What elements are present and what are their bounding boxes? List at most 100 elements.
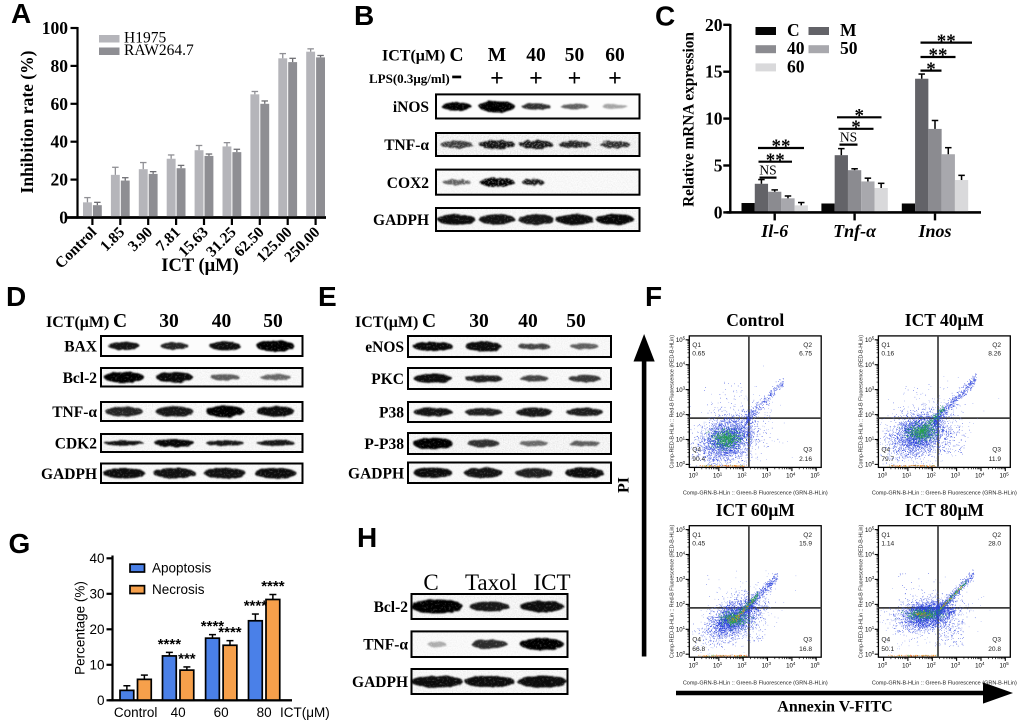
svg-text:100: 100 xyxy=(878,471,888,479)
svg-text:104: 104 xyxy=(975,661,985,669)
svg-text:H1975: H1975 xyxy=(124,30,166,47)
svg-text:102: 102 xyxy=(737,661,747,669)
svg-text:105: 105 xyxy=(676,336,686,344)
svg-text:Q4: Q4 xyxy=(692,636,701,643)
svg-text:103: 103 xyxy=(676,575,686,583)
svg-text:101: 101 xyxy=(902,471,912,479)
svg-text:101: 101 xyxy=(902,661,912,669)
svg-text:60: 60 xyxy=(51,94,69,114)
svg-text:Comp-GRN-B-HLin :: Green-B Flu: Comp-GRN-B-HLin :: Green-B Fluorescence … xyxy=(872,681,1017,687)
svg-text:103: 103 xyxy=(762,471,772,479)
svg-text:50: 50 xyxy=(566,311,586,332)
svg-text:105: 105 xyxy=(999,471,1009,479)
svg-text:Q2: Q2 xyxy=(803,532,812,539)
svg-text:F: F xyxy=(645,281,662,312)
svg-text:Comp-RED-B-HLin :: Red-B Fluor: Comp-RED-B-HLin :: Red-B Fluorescence (R… xyxy=(669,525,675,659)
svg-text:M: M xyxy=(488,45,506,66)
svg-text:Q4: Q4 xyxy=(881,636,890,643)
svg-text:0: 0 xyxy=(97,693,105,708)
svg-text:101: 101 xyxy=(676,435,686,443)
svg-text:Q3: Q3 xyxy=(992,636,1001,643)
svg-text:102: 102 xyxy=(926,661,936,669)
svg-text:105: 105 xyxy=(865,525,875,533)
svg-text:20: 20 xyxy=(705,15,723,35)
svg-text:C: C xyxy=(787,20,800,40)
svg-text:Q1: Q1 xyxy=(881,532,890,539)
svg-text:40: 40 xyxy=(171,705,186,720)
svg-text:102: 102 xyxy=(865,410,875,418)
svg-text:Tnf-α: Tnf-α xyxy=(833,221,877,241)
svg-text:104: 104 xyxy=(975,471,985,479)
svg-text:Q2: Q2 xyxy=(992,532,1001,539)
svg-text:66.8: 66.8 xyxy=(692,646,705,653)
svg-text:102: 102 xyxy=(737,471,747,479)
svg-text:50: 50 xyxy=(263,311,283,332)
svg-text:28.0: 28.0 xyxy=(988,541,1001,548)
svg-text:Bcl-2: Bcl-2 xyxy=(63,370,98,387)
svg-text:Q3: Q3 xyxy=(803,636,812,643)
svg-text:P38: P38 xyxy=(379,405,404,422)
svg-text:0: 0 xyxy=(714,202,723,222)
svg-text:Apoptosis: Apoptosis xyxy=(152,561,212,576)
svg-text:101: 101 xyxy=(865,435,875,443)
svg-text:10: 10 xyxy=(89,658,104,673)
svg-text:105: 105 xyxy=(676,525,686,533)
svg-text:NS: NS xyxy=(840,130,857,145)
svg-text:104: 104 xyxy=(786,661,796,669)
svg-text:100: 100 xyxy=(865,460,875,468)
svg-text:+: + xyxy=(568,66,582,92)
svg-text:Inos: Inos xyxy=(917,221,951,241)
svg-text:102: 102 xyxy=(676,410,686,418)
svg-text:Comp-GRN-B-HLin :: Green-B Flu: Comp-GRN-B-HLin :: Green-B Fluorescence … xyxy=(872,491,1017,497)
svg-text:0.45: 0.45 xyxy=(692,541,705,548)
svg-text:Control: Control xyxy=(726,310,784,330)
svg-text:0.65: 0.65 xyxy=(692,351,705,358)
svg-text:TNF-α: TNF-α xyxy=(52,404,97,421)
svg-text:101: 101 xyxy=(713,471,723,479)
svg-text:C: C xyxy=(423,570,438,595)
svg-text:2.16: 2.16 xyxy=(799,456,812,463)
svg-text:105: 105 xyxy=(999,661,1009,669)
svg-text:Annexin V-FITC: Annexin V-FITC xyxy=(777,699,892,716)
svg-text:Q1: Q1 xyxy=(881,342,890,349)
svg-text:50.1: 50.1 xyxy=(881,646,894,653)
svg-text:0.16: 0.16 xyxy=(881,351,894,358)
svg-text:Q3: Q3 xyxy=(992,447,1001,454)
svg-text:+: + xyxy=(608,66,622,92)
svg-text:105: 105 xyxy=(810,661,820,669)
svg-text:103: 103 xyxy=(762,661,772,669)
svg-text:ICT (μM): ICT (μM) xyxy=(161,256,238,276)
svg-text:PKC: PKC xyxy=(371,371,404,388)
svg-text:100: 100 xyxy=(689,471,699,479)
svg-text:D: D xyxy=(6,281,26,312)
svg-text:A: A xyxy=(11,0,31,29)
svg-text:****: **** xyxy=(261,578,285,595)
svg-text:101: 101 xyxy=(865,625,875,633)
svg-text:**: ** xyxy=(766,150,785,171)
svg-text:102: 102 xyxy=(676,600,686,608)
svg-text:105: 105 xyxy=(810,471,820,479)
svg-text:BAX: BAX xyxy=(64,339,98,356)
svg-text:C: C xyxy=(422,311,436,332)
svg-text:PI: PI xyxy=(616,477,633,493)
svg-text:60: 60 xyxy=(214,705,229,720)
svg-text:16.8: 16.8 xyxy=(799,646,812,653)
svg-text:ICT 40μM: ICT 40μM xyxy=(905,310,985,330)
svg-text:*: * xyxy=(926,59,936,80)
svg-text:Comp-RED-B-HLin :: Red-B Fluor: Comp-RED-B-HLin :: Red-B Fluorescence (R… xyxy=(669,335,675,469)
svg-text:79.7: 79.7 xyxy=(881,456,894,463)
svg-text:15: 15 xyxy=(705,62,723,82)
svg-text:NS: NS xyxy=(759,163,776,178)
svg-text:ICT(μM): ICT(μM) xyxy=(355,314,418,331)
svg-text:C: C xyxy=(655,1,675,32)
svg-text:*: * xyxy=(855,106,865,127)
svg-text:40: 40 xyxy=(518,311,538,332)
svg-text:40: 40 xyxy=(51,132,69,152)
svg-text:50: 50 xyxy=(565,45,585,66)
svg-text:104: 104 xyxy=(865,361,875,369)
svg-text:30: 30 xyxy=(469,311,489,332)
svg-text:40: 40 xyxy=(212,311,232,332)
svg-text:103: 103 xyxy=(951,661,961,669)
svg-text:20.8: 20.8 xyxy=(988,646,1001,653)
svg-text:104: 104 xyxy=(676,361,686,369)
